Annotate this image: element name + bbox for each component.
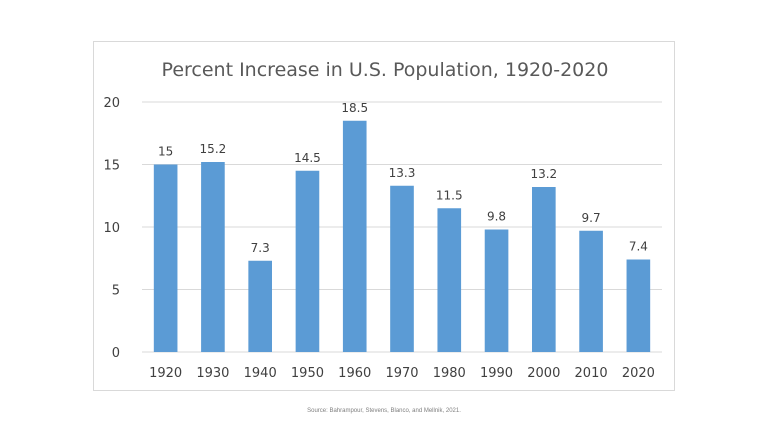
bar (579, 230, 603, 352)
x-tick-label: 1980 (433, 366, 466, 381)
y-axis-ticks: 0 5 10 15 20 (103, 96, 120, 361)
y-tick-label: 20 (103, 96, 120, 111)
data-label: 15.2 (200, 142, 227, 156)
source-note: Source: Bahrampour, Stevens, Blanco, and… (307, 408, 461, 414)
bar (532, 187, 556, 352)
x-tick-label: 1930 (196, 366, 229, 381)
y-tick-label: 5 (112, 284, 120, 299)
y-tick-label: 15 (103, 159, 120, 174)
data-label: 14.5 (294, 151, 321, 165)
x-tick-label: 2020 (622, 366, 655, 381)
data-label: 13.2 (530, 167, 557, 181)
x-tick-label: 2010 (575, 366, 608, 381)
data-label: 9.8 (487, 210, 506, 224)
bar (248, 260, 272, 352)
bar (484, 229, 509, 352)
data-label: 11.5 (436, 188, 463, 202)
x-tick-label: 1940 (244, 366, 277, 381)
data-label: 15 (158, 145, 173, 159)
x-axis-ticks: 1920 1930 1940 1950 1960 1970 1980 1990 2000 2010… (149, 366, 655, 381)
x-tick-label: 1990 (480, 366, 513, 381)
data-label: 7.4 (629, 240, 648, 254)
x-tick-label: 1960 (338, 366, 371, 381)
data-labels: 15 15.2 7.3 14.5 18.5 13.3 11.5 9.8 13.2 9.7 7.4 (158, 101, 648, 255)
bar (201, 162, 225, 352)
x-tick-label: 1920 (149, 366, 182, 381)
y-tick-label: 10 (103, 221, 120, 236)
bar (295, 170, 320, 352)
bar (390, 185, 414, 352)
bar (342, 120, 367, 352)
y-tick-label: 0 (112, 346, 120, 361)
bar (626, 259, 651, 352)
bar-chart: Percent Increase in U.S. Population, 192… (103, 59, 662, 381)
chart-title: Percent Increase in U.S. Population, 192… (162, 59, 609, 81)
data-label: 18.5 (341, 101, 368, 115)
data-label: 7.3 (251, 241, 270, 255)
x-tick-label: 1970 (385, 366, 418, 381)
x-tick-label: 2000 (527, 366, 560, 381)
data-label: 9.7 (582, 211, 601, 225)
chart-area: Percent Increase in U.S. Population, 192… (93, 41, 675, 391)
data-label: 13.3 (389, 166, 416, 180)
bar (153, 164, 178, 352)
bars (153, 120, 651, 352)
x-tick-label: 1950 (291, 366, 324, 381)
bar (437, 208, 462, 352)
